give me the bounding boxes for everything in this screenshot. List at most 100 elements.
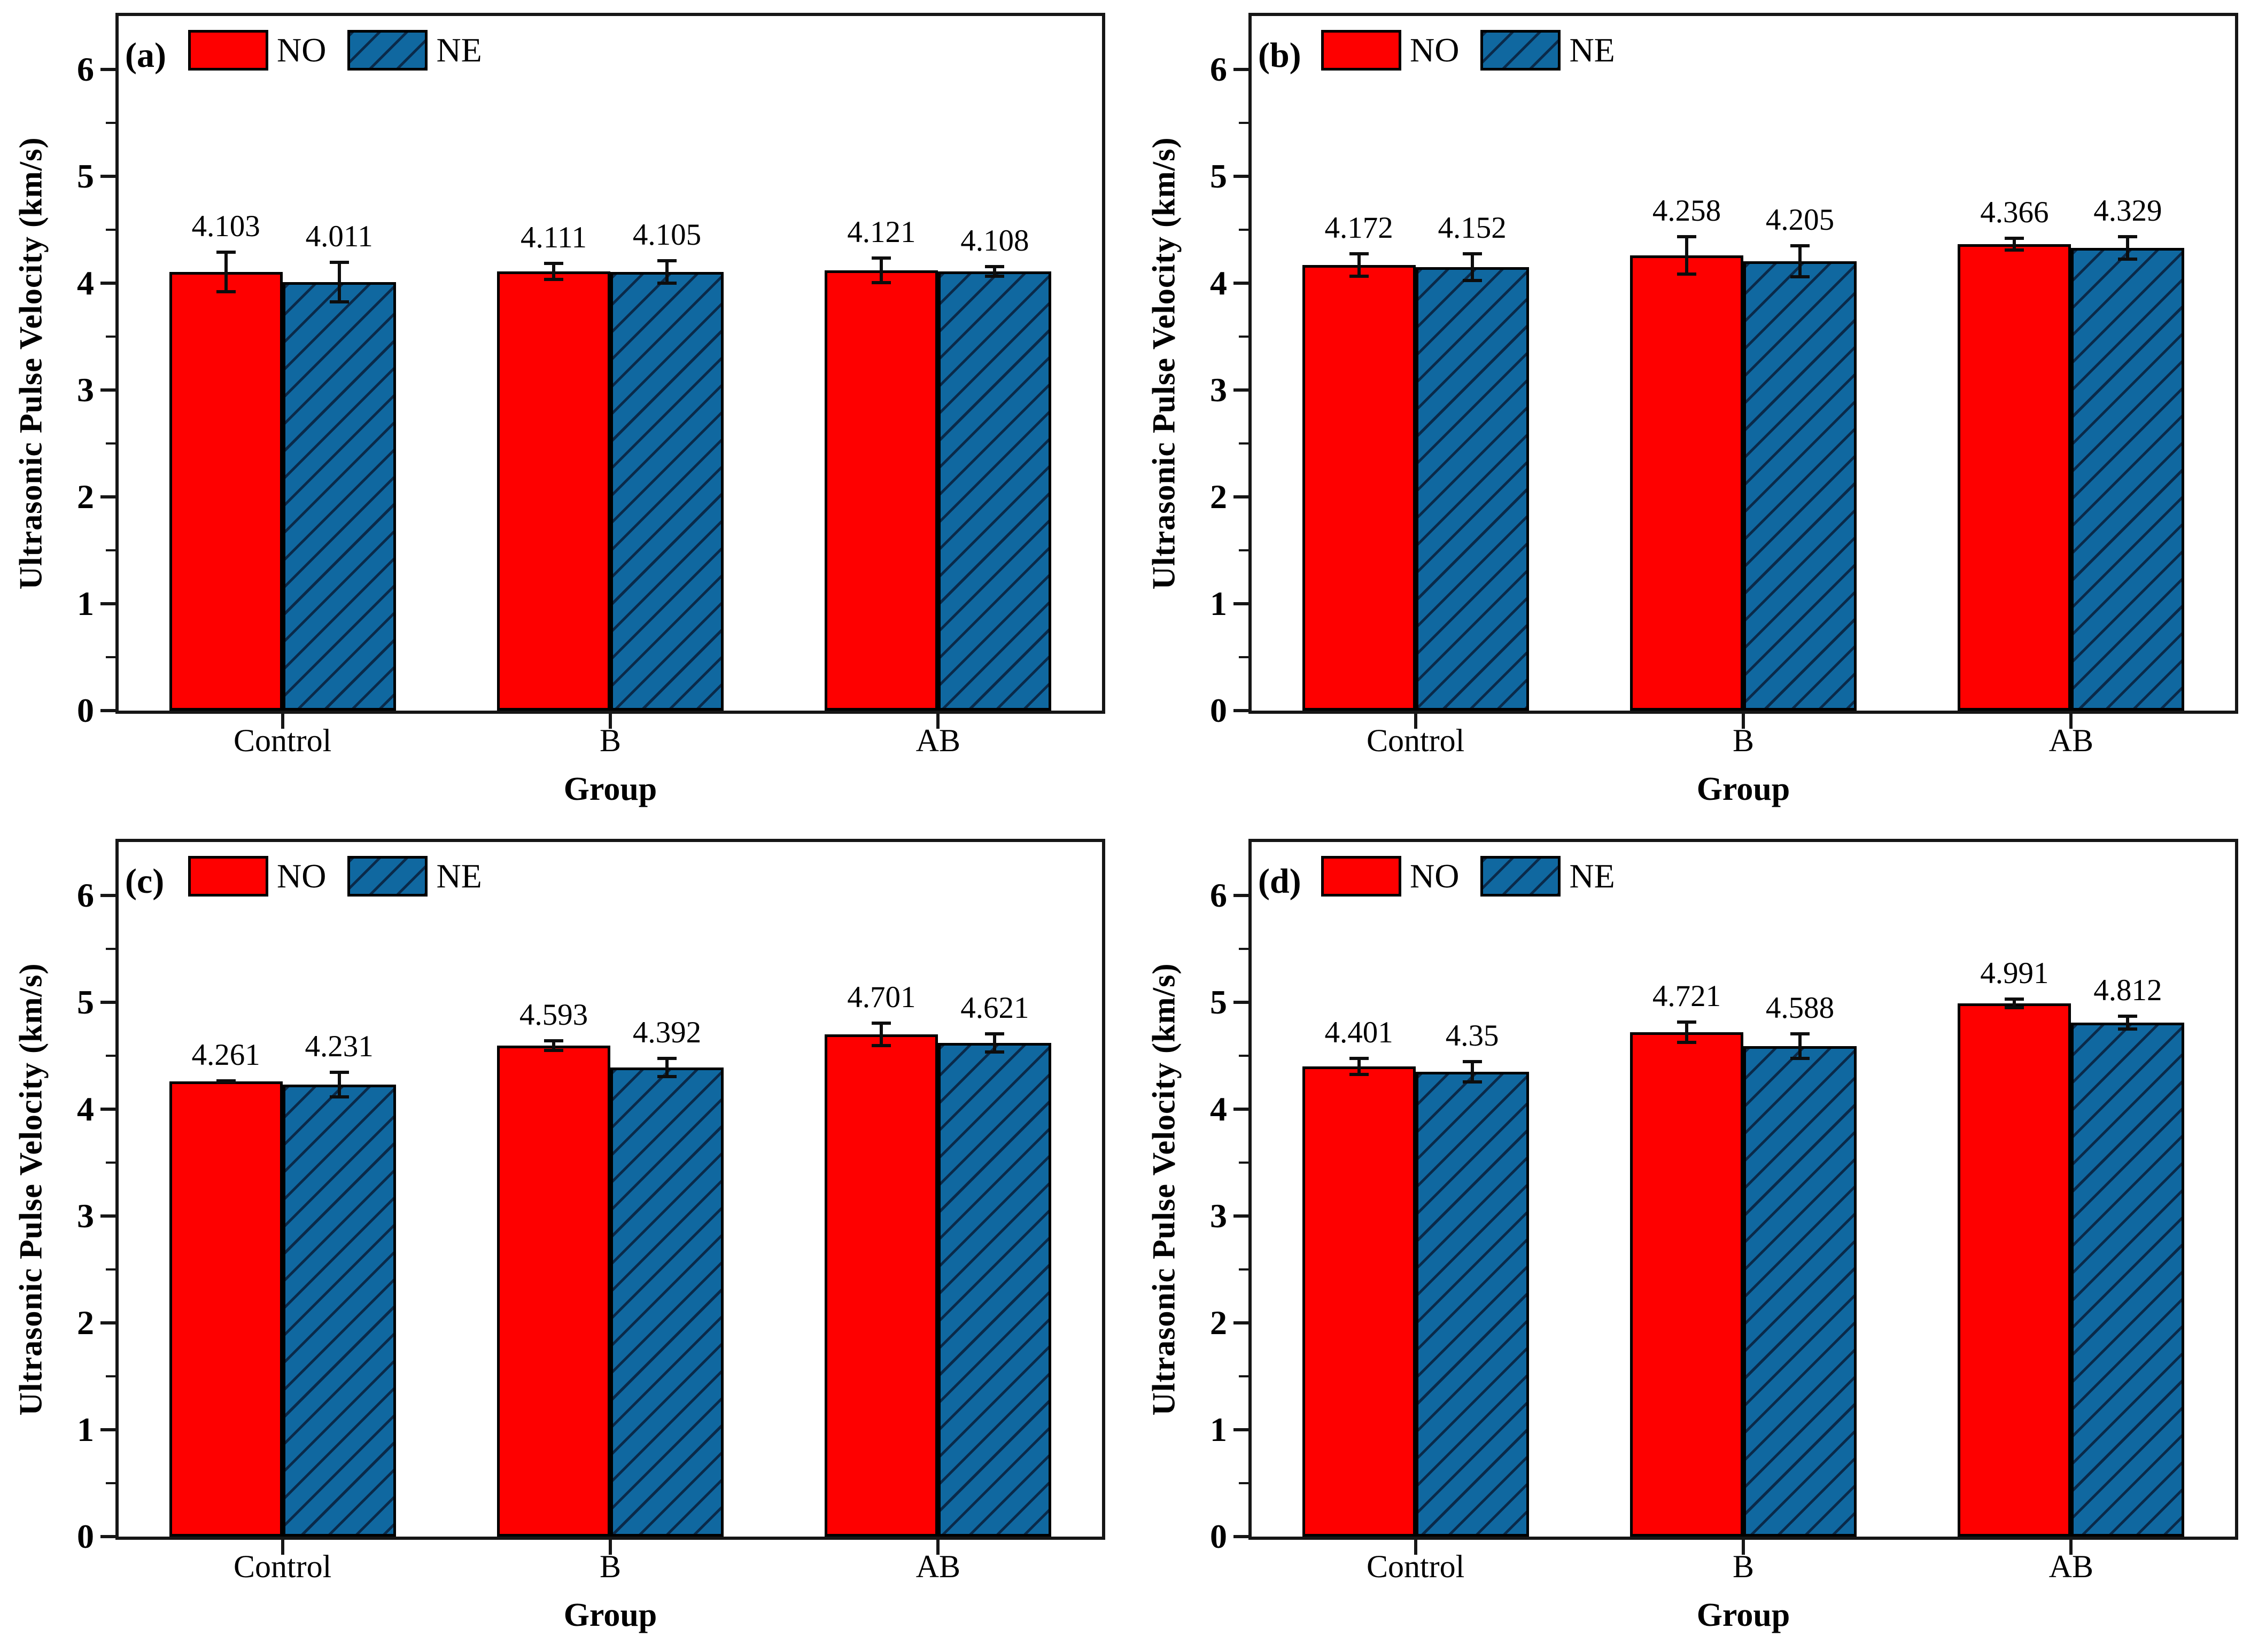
- y-tick: [100, 1001, 115, 1004]
- legend-swatch-no: [188, 30, 268, 71]
- y-tick: [100, 495, 115, 498]
- y-tick-label: 1: [1210, 1411, 1227, 1448]
- value-label: 4.111: [520, 220, 587, 254]
- y-tick-label: 6: [1210, 876, 1227, 914]
- y-minor-tick: [106, 122, 115, 124]
- y-tick: [1233, 388, 1248, 392]
- y-tick: [1233, 1108, 1248, 1111]
- y-tick: [100, 709, 115, 712]
- value-label: 4.103: [191, 209, 260, 244]
- y-tick-label: 0: [77, 691, 94, 729]
- y-tick-label: 0: [1210, 691, 1227, 729]
- bar-ne-b: [610, 272, 724, 711]
- y-minor-tick: [1239, 948, 1248, 950]
- x-tick: [1742, 714, 1745, 729]
- y-tick: [1233, 282, 1248, 285]
- value-label: 4.812: [2093, 973, 2162, 1007]
- x-tick: [2069, 1540, 2073, 1555]
- y-tick-label: 3: [77, 371, 94, 409]
- legend: NO NE: [188, 855, 482, 898]
- x-category-label-control: Control: [233, 1549, 332, 1584]
- y-tick: [1233, 1535, 1248, 1538]
- panel-letter: (d): [1258, 862, 1301, 901]
- bar-ne-ab: [2071, 248, 2185, 711]
- value-label: 4.366: [1980, 195, 2049, 229]
- value-label: 4.621: [960, 991, 1029, 1025]
- y-axis-title: Ultrasonic Pulse Velocity (km/s): [13, 963, 49, 1416]
- x-category-label-b: B: [1732, 1549, 1755, 1584]
- bar-no-ab: [1958, 244, 2071, 711]
- y-minor-tick: [1239, 549, 1248, 551]
- bar-ne-b: [610, 1067, 724, 1537]
- plot-area: (b) NO NE 0 1 2 3 4 5 6 4.172 4.152 4.258 4.205 4.366 4…: [1210, 13, 2238, 729]
- value-label: 4.35: [1445, 1019, 1499, 1053]
- value-label: 4.392: [632, 1015, 702, 1049]
- error-bar: [872, 1021, 891, 1047]
- bar-ne-ab: [938, 1042, 1052, 1537]
- error-bar: [1790, 1032, 1810, 1061]
- bar-no-control: [169, 1081, 283, 1537]
- error-bar: [329, 260, 349, 303]
- value-label: 4.701: [847, 980, 916, 1014]
- value-label: 4.588: [1765, 991, 1835, 1025]
- value-label: 4.121: [847, 215, 916, 249]
- y-tick: [100, 68, 115, 71]
- x-category-label-ab: AB: [915, 723, 960, 758]
- y-tick-label: 6: [1210, 50, 1227, 88]
- y-tick: [1233, 894, 1248, 897]
- x-axis-title: Group: [563, 1597, 657, 1633]
- y-tick: [1233, 175, 1248, 178]
- y-tick-label: 1: [77, 1411, 94, 1448]
- plot-area: (a) NO NE 0 1 2 3 4 5 6 4.103 4.011 4.111 4.105 4.121 4…: [77, 13, 1105, 729]
- x-tick: [1742, 1540, 1745, 1555]
- y-tick-label: 4: [1210, 264, 1227, 302]
- y-tick-label: 5: [77, 983, 94, 1021]
- value-label: 4.721: [1652, 979, 1721, 1013]
- y-tick-label: 2: [77, 478, 94, 516]
- value-label: 4.991: [1980, 956, 2049, 990]
- error-bar: [657, 259, 677, 285]
- value-label: 4.231: [305, 1029, 374, 1063]
- error-bar: [1462, 252, 1482, 282]
- y-minor-tick: [1239, 1375, 1248, 1377]
- y-tick: [1233, 1321, 1248, 1324]
- value-label: 4.108: [960, 224, 1029, 258]
- error-bar: [985, 1032, 1005, 1054]
- error-bar: [216, 251, 236, 294]
- bar-no-control: [1302, 1066, 1416, 1537]
- bar-no-b: [1630, 255, 1743, 711]
- legend-label-no: NO: [277, 857, 327, 895]
- bar-no-b: [497, 1046, 610, 1537]
- error-bar: [2005, 997, 2024, 1009]
- bar-ne-control: [1415, 1072, 1529, 1537]
- y-minor-tick: [106, 442, 115, 445]
- error-bar: [985, 265, 1005, 278]
- bar-no-control: [1302, 264, 1416, 711]
- error-bar: [2118, 235, 2138, 261]
- error-bar: [1790, 244, 1810, 278]
- y-tick-label: 4: [1210, 1090, 1227, 1128]
- legend-label-ne: NE: [436, 857, 482, 895]
- y-tick: [100, 1535, 115, 1538]
- value-label: 4.172: [1324, 211, 1393, 245]
- y-tick: [1233, 602, 1248, 605]
- y-tick-label: 3: [1210, 371, 1227, 409]
- legend-swatch-ne: [1480, 30, 1561, 71]
- y-minor-tick: [106, 1482, 115, 1484]
- y-tick-label: 0: [77, 1517, 94, 1555]
- y-tick-label: 4: [77, 264, 94, 302]
- y-tick: [100, 1428, 115, 1431]
- y-tick: [1233, 709, 1248, 712]
- bar-no-b: [497, 271, 610, 711]
- x-tick: [281, 714, 284, 729]
- error-bar: [1462, 1060, 1482, 1084]
- bar-ne-b: [1743, 1046, 1857, 1537]
- error-bar: [2005, 236, 2024, 252]
- error-bar: [2118, 1014, 2138, 1031]
- y-tick-label: 5: [77, 157, 94, 195]
- x-tick: [1414, 714, 1417, 729]
- y-tick-label: 6: [77, 50, 94, 88]
- bar-ne-b: [1743, 261, 1857, 711]
- y-tick: [100, 602, 115, 605]
- value-label: 4.261: [191, 1038, 260, 1072]
